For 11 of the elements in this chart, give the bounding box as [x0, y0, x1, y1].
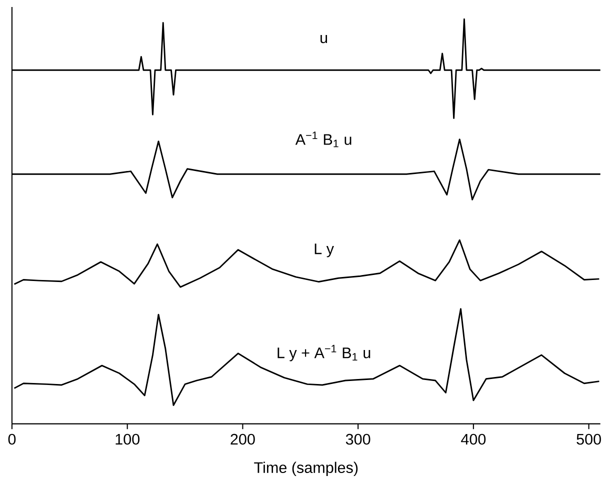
x-tick-label: 500 — [576, 434, 601, 445]
x-tick-label: 400 — [461, 434, 486, 445]
series-label: u — [320, 35, 328, 44]
x-tick-label: 300 — [346, 434, 370, 445]
x-tick-label: 200 — [230, 434, 255, 445]
series-label: L y — [314, 244, 334, 258]
series-label: L y + A$^{−1}$ B$_{1}$ u — [278, 345, 370, 362]
x-axis-title: Time (samples) — [254, 462, 358, 476]
x-tick-label: 0 — [8, 434, 16, 445]
series-label: A$^{−1}$ B$_{1}$ u — [295, 132, 352, 148]
x-tick-label: 100 — [116, 434, 140, 445]
